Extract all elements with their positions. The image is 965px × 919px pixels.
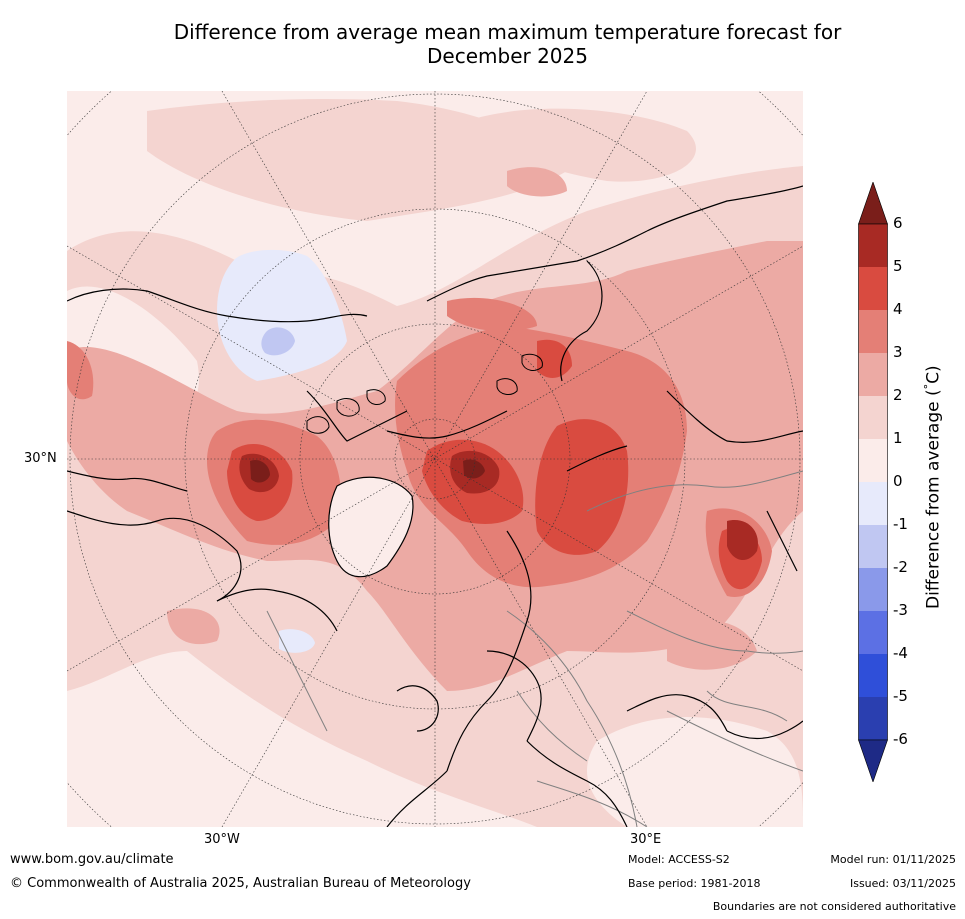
colorbar-label-degree: ° bbox=[922, 383, 935, 390]
colorbar-label-pre: Difference from average ( bbox=[923, 389, 944, 609]
colorbar-bin bbox=[858, 224, 888, 267]
footer-website: www.bom.gov.au/climate bbox=[10, 852, 174, 867]
colorbar-tick-label: 0 bbox=[893, 472, 903, 490]
colorbar-tick-label: 4 bbox=[893, 300, 903, 318]
forecast-map bbox=[67, 91, 803, 827]
colorbar-bin bbox=[858, 482, 888, 525]
anomaly-zones-minus1to0 bbox=[217, 249, 347, 653]
colorbar-label: Difference from average (°C) bbox=[922, 365, 944, 609]
colorbar-bin bbox=[858, 525, 888, 568]
map-svg bbox=[67, 91, 803, 827]
colorbar-bin bbox=[858, 396, 888, 439]
longitude-label-30e: 30°E bbox=[630, 832, 662, 847]
anomaly-zones-over6 bbox=[250, 459, 485, 483]
colorbar-label-post: C) bbox=[923, 365, 944, 384]
colorbar-bin bbox=[858, 439, 888, 482]
title-line-2: December 2025 bbox=[427, 44, 588, 68]
map-title: Difference from average mean maximum tem… bbox=[60, 20, 955, 68]
colorbar-bin bbox=[858, 267, 888, 310]
footer-base-period: Base period: 1981-2018 bbox=[628, 877, 761, 890]
colorbar-tick-label: 6 bbox=[893, 214, 903, 232]
colorbar-bin bbox=[858, 611, 888, 654]
colorbar-tick-label: -5 bbox=[893, 687, 908, 705]
colorbar-bin bbox=[858, 568, 888, 611]
arctic-islands bbox=[306, 353, 543, 434]
coastlines bbox=[67, 185, 803, 827]
country-boundaries bbox=[266, 470, 803, 827]
footer-disclaimer: Boundaries are not considered authoritat… bbox=[712, 900, 956, 913]
colorbar bbox=[858, 181, 888, 786]
latitude-label-30n: 30°N bbox=[24, 451, 57, 466]
footer-model-run: Model run: 01/11/2025 bbox=[830, 853, 956, 866]
colorbar-over-arrow bbox=[858, 181, 888, 225]
footer-copyright: © Commonwealth of Australia 2025, Austra… bbox=[10, 876, 471, 891]
colorbar-tick-label: 2 bbox=[893, 386, 903, 404]
colorbar-tick-label: -6 bbox=[893, 730, 908, 748]
colorbar-tick-label: -2 bbox=[893, 558, 908, 576]
colorbar-tick-label: 3 bbox=[893, 343, 903, 361]
colorbar-tick-label: -3 bbox=[893, 601, 908, 619]
colorbar-tick-label: 1 bbox=[893, 429, 903, 447]
colorbar-bin bbox=[858, 310, 888, 353]
colorbar-under-arrow bbox=[858, 739, 888, 783]
longitude-label-30w: 30°W bbox=[204, 832, 240, 847]
footer-model: Model: ACCESS-S2 bbox=[628, 853, 730, 866]
title-line-1: Difference from average mean maximum tem… bbox=[173, 20, 842, 44]
colorbar-bin bbox=[858, 697, 888, 740]
anomaly-zones-minus2to-1 bbox=[261, 327, 295, 356]
colorbar-tick-label: -4 bbox=[893, 644, 908, 662]
colorbar-tick-label: 5 bbox=[893, 257, 903, 275]
colorbar-bin bbox=[858, 654, 888, 697]
colorbar-tick-label: -1 bbox=[893, 515, 908, 533]
graticule bbox=[67, 91, 803, 827]
greenland-coast bbox=[328, 476, 414, 578]
colorbar-bin bbox=[858, 353, 888, 396]
footer-issued: Issued: 03/11/2025 bbox=[849, 877, 956, 890]
colorbar-svg bbox=[858, 181, 888, 783]
